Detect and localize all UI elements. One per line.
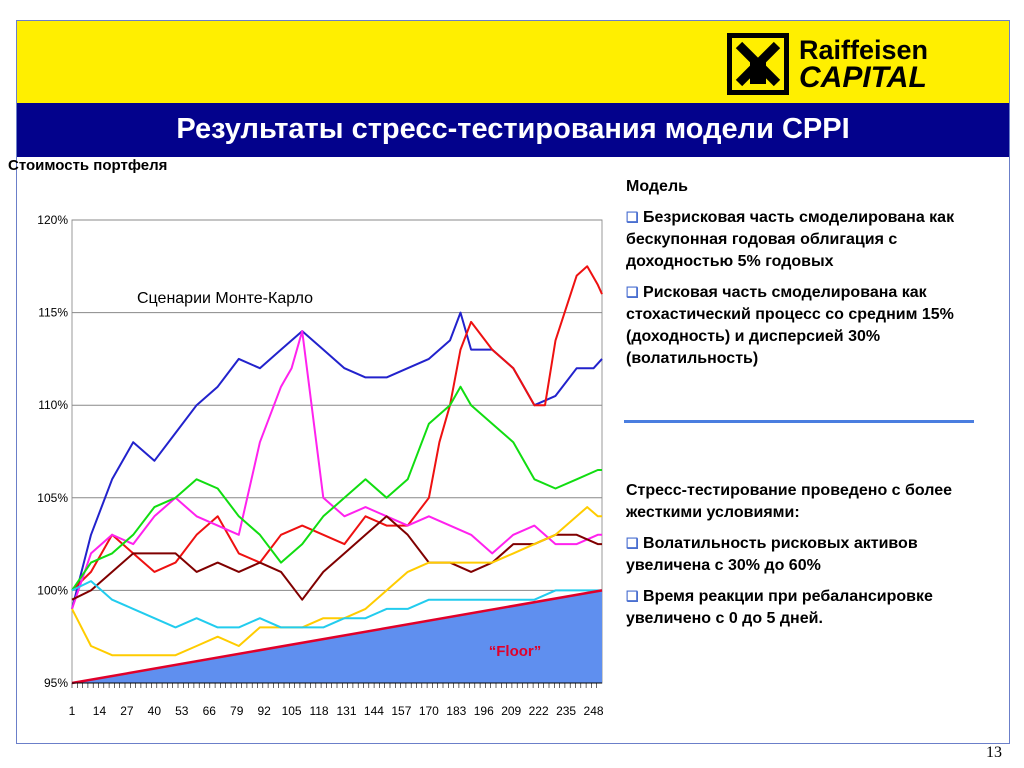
y-tick-label: 105% (37, 491, 68, 505)
y-tick-label: 110% (38, 398, 68, 412)
x-tick-label: 157 (391, 704, 411, 718)
floor-label: “Floor” (489, 643, 542, 660)
bullet-icon: ❑ (626, 535, 639, 551)
stress-bullet-1-text: Волатильность рисковых активов увеличена… (626, 535, 918, 574)
model-section: Модель ❑ Безрисковая часть смоделирована… (626, 176, 976, 378)
x-tick-label: 209 (501, 704, 521, 718)
model-bullet-1-text: Безрисковая часть смоделирована как беск… (626, 209, 955, 270)
portfolio-value-chart: 95% 100% 105% 110% 115% 120% 1 14 27 40 53 66 79 92 10… (37, 213, 604, 718)
x-tick-label: 27 (120, 704, 134, 718)
x-tick-label: 235 (556, 704, 576, 718)
x-tick-label: 222 (529, 704, 549, 718)
title-bar: Результаты стресс-тестирования модели CP… (17, 103, 1009, 157)
bullet-icon: ❑ (626, 588, 639, 604)
x-tick-label: 79 (230, 704, 244, 718)
series-line-7 (71, 580, 602, 629)
stress-heading: Стресс-тестирование проведено с более же… (626, 482, 953, 521)
raiffeisen-logo: Raiffeisen CAPITAL (727, 33, 967, 95)
logo-line-1: Raiffeisen (799, 35, 929, 65)
bullet-icon: ❑ (626, 284, 639, 300)
chart-title: Стоимость портфеля (8, 157, 168, 174)
x-tick-label: 248 (584, 704, 604, 718)
slide-title: Результаты стресс-тестирования модели CP… (176, 113, 850, 145)
chart-annotation: Сценарии Монте-Карло (137, 290, 313, 307)
stress-bullet-1: ❑ Волатильность рисковых активов увеличе… (626, 532, 976, 577)
x-tick-label: 1 (69, 704, 76, 718)
y-tick-label: 95% (44, 676, 68, 690)
x-tick-label: 40 (148, 704, 162, 718)
x-tick-label: 92 (257, 704, 271, 718)
x-tick-label: 53 (175, 704, 189, 718)
header-band: Raiffeisen CAPITAL (17, 21, 1009, 103)
page-number: 13 (986, 744, 1002, 761)
y-tick-label: 120% (37, 213, 68, 227)
logo-wordmark: Raiffeisen CAPITAL (799, 35, 929, 94)
floor-line (71, 589, 603, 685)
series-line-4 (71, 385, 602, 591)
y-tick-label: 100% (37, 583, 68, 597)
model-bullet-2-text: Рисковая часть смоделирована как стохаст… (626, 284, 954, 367)
x-tick-label: 131 (336, 704, 356, 718)
stress-bullet-2-text: Время реакции при ребалансировке увеличе… (626, 588, 933, 627)
series-line-6 (71, 506, 602, 657)
x-tick-label: 105 (282, 704, 302, 718)
x-tick-label: 183 (446, 704, 466, 718)
section-divider (624, 420, 974, 423)
stress-bullet-2: ❑ Время реакции при ребалансировке увели… (626, 585, 976, 630)
bullet-icon: ❑ (626, 209, 639, 225)
x-tick-label: 118 (309, 704, 328, 718)
stress-section: Стресс-тестирование проведено с более же… (626, 480, 976, 638)
x-tick-label: 196 (474, 704, 494, 718)
model-bullet-2: ❑ Рисковая часть смоделирована как стоха… (626, 281, 976, 370)
x-tick-label: 170 (419, 704, 439, 718)
crossed-gables-icon (727, 33, 789, 95)
model-bullet-1: ❑ Безрисковая часть смоделирована как бе… (626, 206, 976, 273)
x-tick-label: 14 (93, 704, 107, 718)
logo-line-2: CAPITAL (799, 61, 927, 94)
y-tick-label: 115% (38, 306, 68, 320)
x-tick-label: 66 (203, 704, 217, 718)
x-tick-label: 144 (364, 704, 384, 718)
series-line-5 (71, 515, 602, 601)
model-heading: Модель (626, 178, 688, 195)
